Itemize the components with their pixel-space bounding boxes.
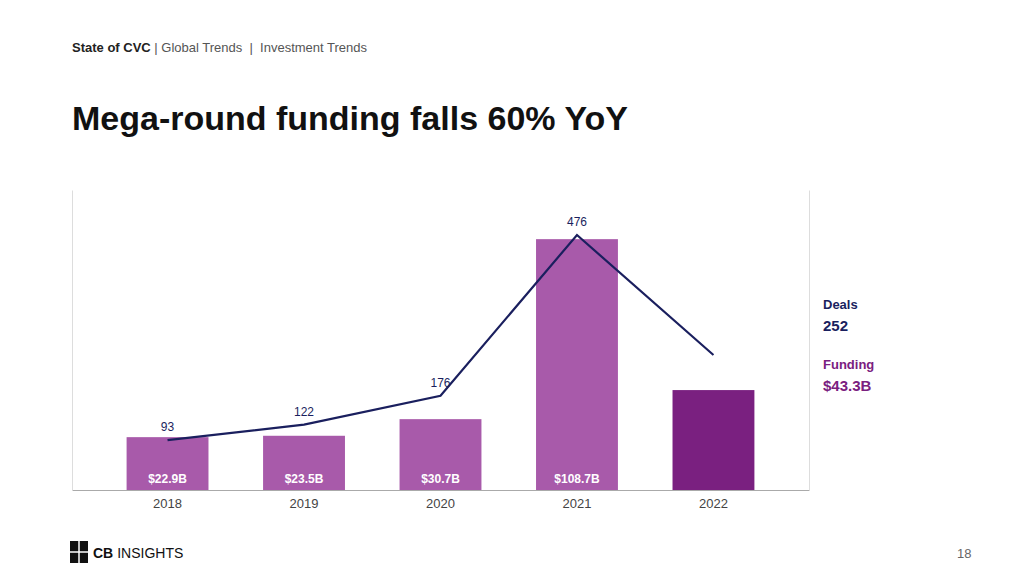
subtitle-part: | Global Trends | Investment Trends — [151, 40, 368, 55]
y2-axis — [809, 191, 810, 491]
background — [0, 0, 1024, 576]
line — [168, 235, 714, 440]
bar — [400, 419, 482, 490]
x-tick: 2022 — [699, 490, 728, 511]
bar-label: $22.9B — [148, 472, 187, 486]
x-tick-label: 2021 — [563, 496, 592, 511]
footer-part: INSIGHTS — [117, 545, 183, 561]
line-label: 476 — [567, 215, 587, 229]
annotation: Deals — [823, 297, 858, 312]
data-labels: $22.9B $23.5B $30.7B $108.7B 93 122 176 476 — [148, 215, 600, 486]
bar — [263, 436, 345, 490]
annotation: $43.3B — [823, 377, 872, 394]
x-axis: 2018 2019 2020 2021 2022 — [73, 490, 810, 511]
x-tick: 2021 — [563, 490, 592, 511]
page-number: 18 — [957, 546, 971, 561]
x-tick: 2020 — [426, 490, 455, 511]
bar-label: $23.5B — [285, 472, 324, 486]
bar-label: $108.7B — [554, 472, 600, 486]
x-tick-label: 2019 — [290, 496, 319, 511]
x-axis-line — [73, 490, 810, 491]
chart: $22.9B $23.5B $30.7B $108.7B 93 122 176 476 2018… — [0, 0, 1024, 576]
x-tick-label: 2020 — [426, 496, 455, 511]
y-axis — [72, 191, 73, 491]
logo-icon — [70, 541, 88, 563]
title: Mega-round funding falls 60% YoY — [72, 99, 628, 137]
bar — [127, 437, 209, 490]
y-axis-line — [72, 191, 73, 491]
logo — [70, 541, 88, 563]
line-label: 176 — [430, 376, 450, 390]
annotations: Deals 252 Funding $43.3B — [823, 297, 874, 394]
subtitle-part: State of CVC — [72, 40, 151, 55]
y2-axis-line — [809, 191, 810, 491]
footer: CBINSIGHTS — [93, 545, 183, 561]
line-label: 122 — [294, 405, 314, 419]
bar — [673, 390, 755, 490]
footer-part: CB — [93, 545, 113, 561]
logo-line — [78, 541, 80, 563]
line-label: 93 — [161, 420, 175, 434]
x-tick-label: 2022 — [699, 496, 728, 511]
x-tick: 2018 — [153, 490, 182, 511]
annotation: 252 — [823, 317, 848, 334]
x-tick-label: 2018 — [153, 496, 182, 511]
subtitle: State of CVC | Global Trends | Investmen… — [72, 40, 368, 55]
bar — [536, 239, 618, 490]
x-tick: 2019 — [290, 490, 319, 511]
annotation: Funding — [823, 357, 874, 372]
plot-marks — [127, 235, 755, 490]
bar-label: $30.7B — [421, 472, 460, 486]
